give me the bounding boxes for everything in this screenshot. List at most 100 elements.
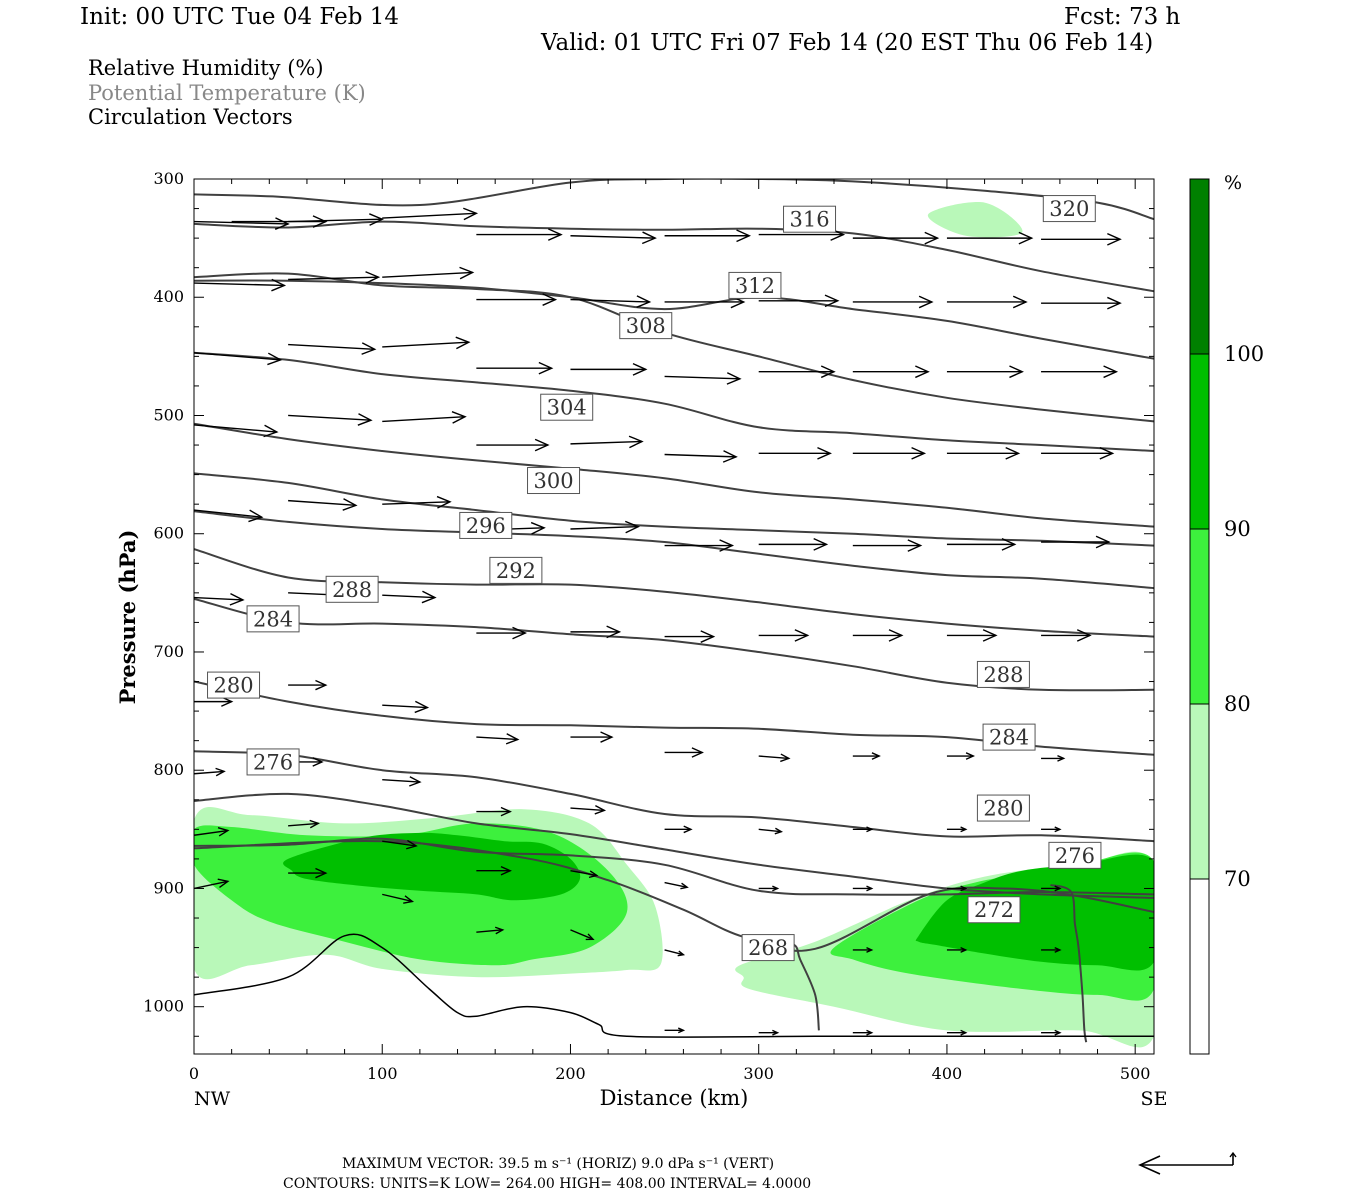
- plot-frame: [193, 178, 1155, 1055]
- theta-label: 300: [527, 467, 581, 495]
- circulation-vector: [1041, 296, 1122, 310]
- theta-label-box: [489, 556, 543, 584]
- theta-label: 296: [459, 511, 513, 539]
- y-axis-title: Pressure (hPa): [115, 530, 140, 705]
- theta-contour-0: [194, 179, 1154, 221]
- theta-label: 316: [783, 205, 837, 233]
- circulation-vector: [570, 870, 599, 879]
- circulation-vector: [664, 450, 738, 463]
- y-tick-label: 700: [153, 642, 184, 661]
- circulation-vector: [570, 295, 652, 308]
- circulation-vector: [288, 679, 328, 691]
- circulation-vector: [1041, 947, 1062, 953]
- circulation-vector: [664, 747, 704, 758]
- x-tick-label: 0: [189, 1064, 199, 1083]
- theta-label-box: [540, 393, 594, 421]
- y-tick-label: 1000: [143, 997, 184, 1016]
- theta-label-text: 300: [533, 469, 573, 493]
- circulation-vector: [382, 495, 452, 509]
- theta-label-box: [783, 205, 837, 233]
- theta-label: 288: [325, 575, 379, 603]
- vector-layer: [194, 207, 1122, 1036]
- theta-label: 288: [976, 660, 1030, 688]
- circulation-vector: [946, 1029, 968, 1036]
- circulation-vector: [194, 593, 245, 606]
- theta-label-text: 280: [213, 674, 253, 698]
- colorbar-swatch: [1190, 529, 1209, 704]
- circulation-vector: [194, 878, 230, 890]
- circulation-vector: [476, 626, 528, 640]
- circulation-vector: [476, 438, 550, 452]
- footer-contours: CONTOURS: UNITS=K LOW= 264.00 HIGH= 408.…: [283, 1176, 812, 1192]
- circulation-vector: [758, 885, 780, 892]
- circulation-vector: [476, 361, 554, 375]
- theta-label-text: 276: [253, 750, 293, 774]
- circulation-vector: [1041, 365, 1119, 379]
- circulation-vector: [664, 229, 752, 243]
- x-axis-title: Distance (km): [600, 1086, 749, 1110]
- legend-relative-humidity: Relative Humidity (%): [88, 56, 324, 80]
- theta-contour-7: [194, 510, 1154, 590]
- circulation-vector: [570, 231, 657, 245]
- circulation-vector: [570, 625, 622, 639]
- circulation-vector: [1041, 629, 1092, 642]
- theta-label-box: [527, 467, 581, 495]
- circulation-vector: [1041, 754, 1066, 762]
- circulation-vector: [946, 365, 1024, 379]
- axis-layer: 300 400 500 600 700 800 900 1000 0 100 200 300 400 50…: [143, 169, 1154, 1083]
- theta-label-box: [619, 312, 673, 340]
- circulation-vector: [946, 231, 1034, 245]
- x-end-label-right: SE: [1141, 1088, 1168, 1110]
- theta-label-box: [1048, 841, 1102, 869]
- circulation-vector: [1041, 535, 1111, 549]
- theta-label-text: 292: [496, 559, 536, 583]
- theta-label-text: 288: [332, 578, 372, 602]
- circulation-vector: [570, 929, 595, 941]
- circulation-vector: [288, 342, 377, 355]
- theta-label: 272: [967, 896, 1021, 924]
- y-tick-label: 400: [153, 287, 184, 306]
- theta-label-box: [1042, 195, 1096, 223]
- y-tick-label: 900: [153, 878, 184, 897]
- circulation-vector: [1041, 232, 1122, 246]
- theta-label-text: 288: [983, 663, 1023, 687]
- colorbar-label: 100: [1224, 342, 1264, 366]
- theta-contour-5: [194, 422, 1154, 528]
- y-tick-label: 600: [153, 524, 184, 543]
- theta-label-text: 272: [974, 898, 1014, 922]
- colorbar-label: 80: [1224, 692, 1251, 716]
- circulation-vector: [194, 826, 230, 837]
- circulation-vector: [664, 372, 742, 385]
- y-tick-label: 800: [153, 760, 184, 779]
- forecast-hour: Fcst: 73 h: [1064, 4, 1181, 30]
- circulation-vector: [946, 295, 1028, 309]
- legend-potential-temperature: Potential Temperature (K): [88, 81, 366, 105]
- theta-contour-16: [1050, 883, 1088, 1043]
- circulation-vector: [288, 498, 358, 511]
- circulation-vector: [852, 885, 874, 892]
- colorbar-swatch: [1190, 179, 1209, 354]
- circulation-vector: [852, 365, 930, 379]
- theta-label: 268: [741, 934, 795, 962]
- theta-label-box: [741, 934, 795, 962]
- circulation-vector: [946, 629, 998, 642]
- theta-label-text: 268: [748, 936, 788, 960]
- circulation-vector: [664, 1027, 686, 1034]
- theta-contour-12: [194, 792, 1154, 899]
- circulation-vector: [1041, 446, 1115, 460]
- circulation-vector: [288, 819, 320, 829]
- circulation-vector: [852, 446, 927, 460]
- circulation-vector: [664, 630, 716, 643]
- circulation-vector: [852, 826, 874, 833]
- theta-label-box: [246, 605, 300, 633]
- theta-label: 276: [1048, 841, 1102, 869]
- x-tick-label: 100: [367, 1064, 398, 1083]
- circulation-vector: [1041, 1029, 1062, 1036]
- theta-contour-6: [194, 472, 1154, 547]
- circulation-vector: [288, 867, 328, 879]
- theta-label-text: 320: [1049, 197, 1089, 221]
- theta-label-box: [728, 271, 782, 299]
- circulation-vector: [852, 947, 874, 953]
- terrain-line: [194, 933, 1154, 1038]
- x-tick-label: 200: [555, 1064, 586, 1083]
